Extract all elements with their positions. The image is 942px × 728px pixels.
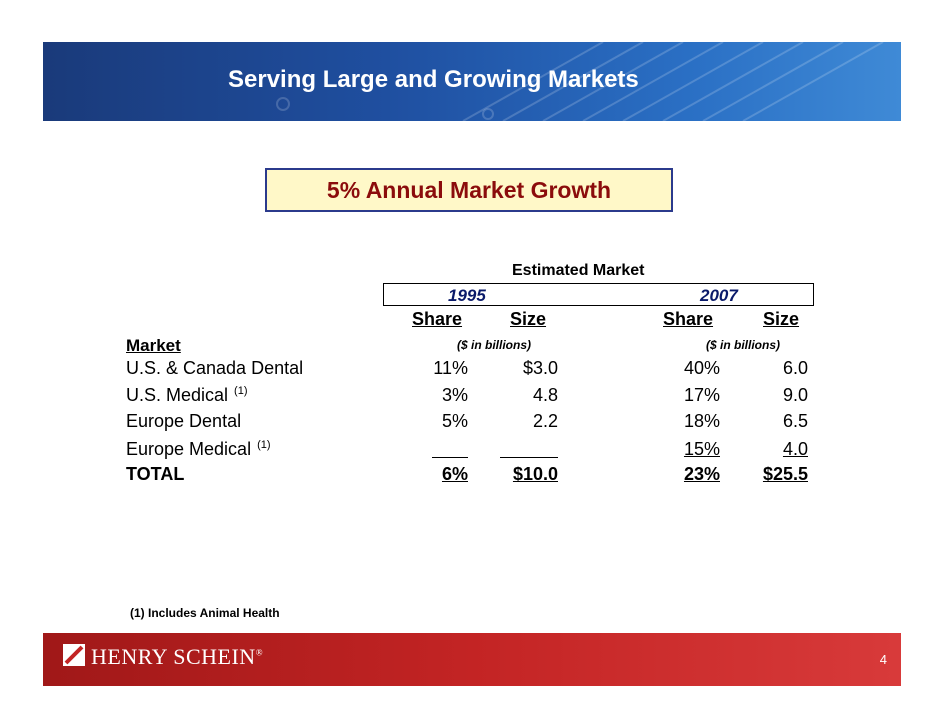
growth-callout-text: 5% Annual Market Growth	[326, 177, 612, 203]
total-label: TOTAL	[126, 464, 185, 484]
row-name: U.S. & Canada Dental	[126, 358, 304, 378]
years-header-box	[383, 283, 814, 306]
blank-share-1995-rule	[432, 457, 468, 458]
col-share-2007: Share	[663, 309, 714, 329]
slide-title: Serving Large and Growing Markets	[228, 66, 639, 93]
banner-decoration	[276, 42, 884, 121]
row-size-2007: 6.5	[782, 411, 808, 431]
row-share-1995: 5%	[441, 411, 468, 431]
row-share-2007: 15%	[683, 439, 720, 459]
row-share-2007: 17%	[683, 385, 720, 405]
estimated-market-header: Estimated Market	[512, 262, 645, 279]
row-name: Europe Medical	[126, 439, 252, 459]
row-size-2007: 4.0	[782, 439, 808, 459]
row-share-2007: 40%	[683, 358, 720, 378]
footer-bar: HENRY SCHEIN® 4	[43, 633, 901, 686]
total-share-2007: 23%	[683, 464, 720, 484]
logo-mark-icon	[63, 644, 85, 666]
row-size-2007: 6.0	[782, 358, 808, 378]
registered-mark: ®	[255, 647, 264, 658]
growth-callout: 5% Annual Market Growth	[265, 168, 673, 212]
year-2007: 2007	[700, 286, 738, 305]
row-name: U.S. Medical	[126, 385, 229, 405]
row-share-1995: 11%	[433, 358, 468, 378]
row-share-2007: 18%	[683, 411, 720, 431]
total-size-2007: $25.5	[762, 464, 808, 484]
page-number: 4	[879, 652, 887, 667]
units-2007: ($ in billions)	[706, 338, 780, 352]
row-size-1995: 2.2	[532, 411, 558, 431]
logo-wordmark: HENRY SCHEIN®	[91, 644, 263, 670]
logo-brand-name: HENRY SCHEIN	[91, 644, 256, 669]
title-banner: Serving Large and Growing Markets	[43, 42, 901, 121]
footnote-marker: (1)	[257, 439, 271, 451]
row-name: Europe Dental	[126, 411, 242, 431]
footnote: (1) Includes Animal Health	[130, 606, 280, 620]
units-1995: ($ in billions)	[457, 338, 531, 352]
year-1995: 1995	[448, 286, 486, 305]
row-size-2007: 9.0	[782, 385, 808, 405]
blank-size-1995-rule	[500, 457, 558, 458]
total-size-1995: $10.0	[512, 464, 558, 484]
table-row: U.S. Medical (1)	[126, 385, 248, 406]
row-size-1995: $3.0	[522, 358, 558, 378]
col-size-1995: Size	[510, 309, 547, 329]
row-share-1995: 3%	[441, 385, 468, 405]
total-share-1995: 6%	[441, 464, 468, 484]
col-size-2007: Size	[763, 309, 800, 329]
table-row: Europe Medical (1)	[126, 439, 271, 460]
footnote-marker: (1)	[234, 385, 248, 397]
row-size-1995: 4.8	[532, 385, 558, 405]
market-column-label: Market	[126, 336, 181, 355]
col-share-1995: Share	[412, 309, 463, 329]
